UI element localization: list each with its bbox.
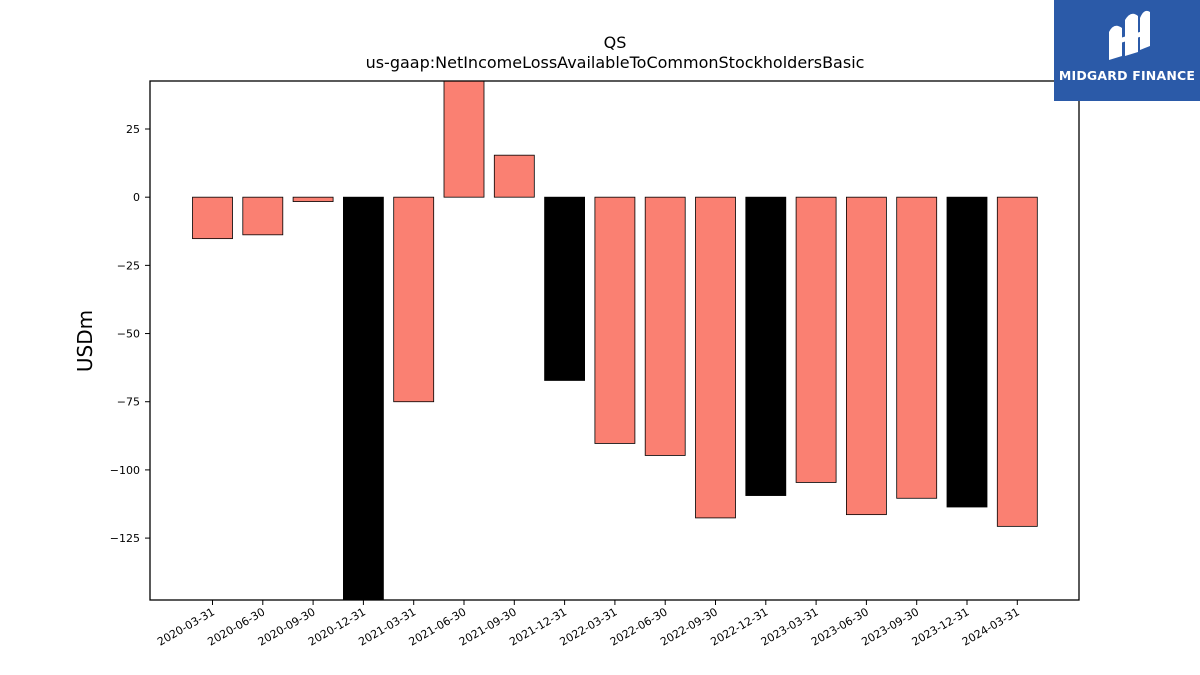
- y-axis-label: USDm: [73, 310, 97, 372]
- y-tick-label: −50: [117, 328, 140, 341]
- midgard-finance-logo: MIDGARD FINANCE: [1054, 0, 1200, 101]
- y-tick-label: −125: [110, 532, 140, 545]
- bar-series: [192, 81, 1038, 600]
- bar-2023-09-30: [896, 196, 938, 499]
- bar-2022-06-30: [644, 196, 686, 456]
- x-tick-label: 2024-03-31: [960, 605, 1022, 648]
- y-tick-label: 25: [126, 123, 140, 136]
- chart-subtitle: us-gaap:NetIncomeLossAvailableToCommonSt…: [366, 53, 865, 72]
- x-axis-ticks: 2020-03-312020-06-302020-09-302020-12-31…: [155, 600, 1022, 649]
- plot-frame: [149, 80, 1080, 601]
- bar-2023-12-31: [946, 196, 988, 508]
- bar-2021-03-31: [393, 196, 435, 403]
- bar-2023-06-30: [846, 196, 887, 516]
- y-axis-ticks: 25 0 −25 −50 −75 −100 −125: [110, 123, 150, 545]
- logo-text: MIDGARD FINANCE: [1058, 68, 1196, 83]
- y-tick-label: 0: [133, 191, 140, 204]
- bar-2020-06-30: [242, 196, 284, 236]
- bar-2021-06-30: [443, 81, 485, 198]
- logo-mark-icon: [1109, 10, 1150, 60]
- y-tick-label: −75: [117, 396, 140, 409]
- bar-2021-12-31: [544, 196, 585, 381]
- y-tick-label: −25: [117, 259, 140, 272]
- bar-2022-12-31: [745, 196, 787, 496]
- bar-2021-09-30: [493, 154, 535, 198]
- bar-2022-03-31: [594, 196, 636, 444]
- bar-2020-09-30: [292, 196, 334, 202]
- y-tick-label: −100: [110, 464, 140, 477]
- bar-2024-03-31: [996, 196, 1038, 527]
- bar-2020-12-31: [342, 196, 384, 600]
- bar-2022-09-30: [695, 196, 736, 519]
- chart-title: QS: [604, 33, 627, 52]
- bar-2020-03-31: [192, 196, 233, 240]
- bar-2023-03-31: [795, 196, 837, 483]
